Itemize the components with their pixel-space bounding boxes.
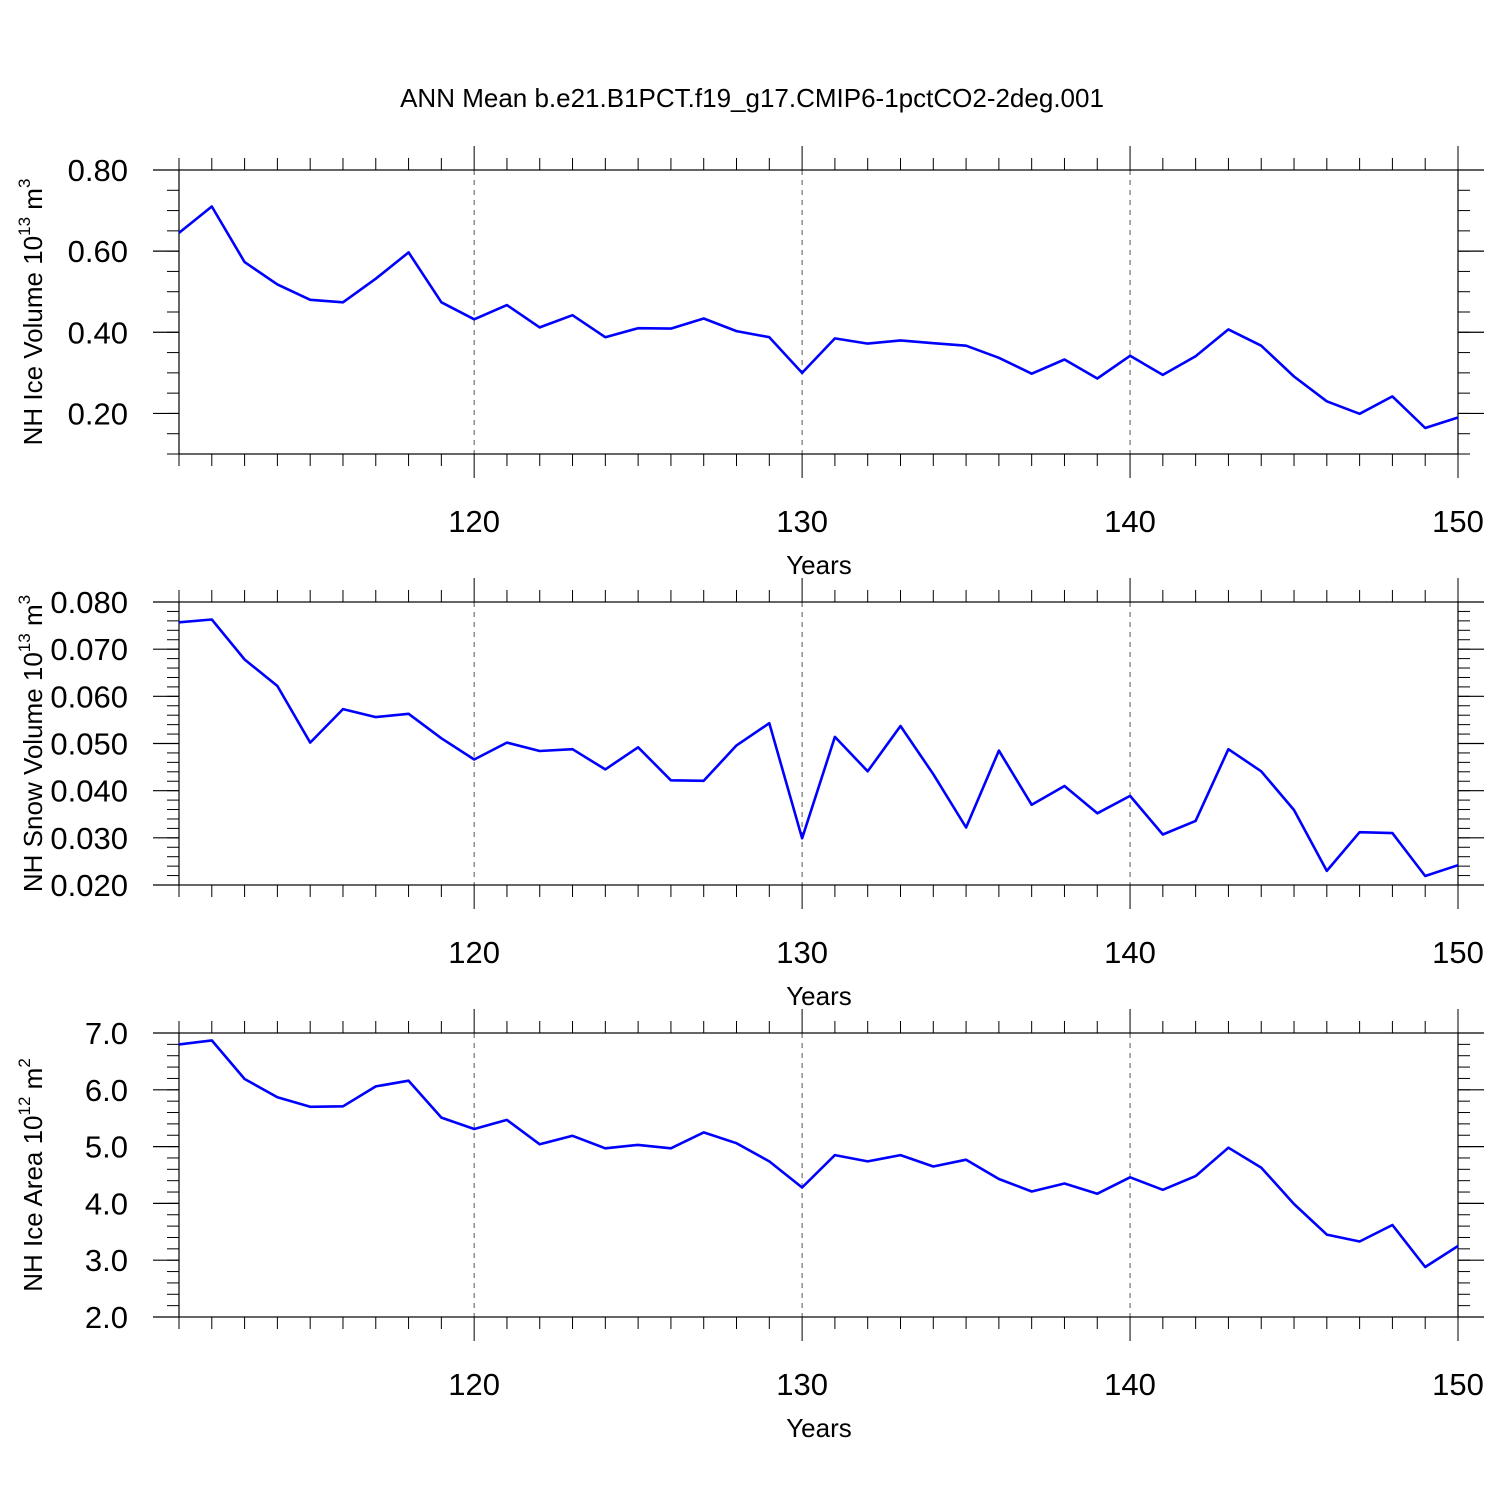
x-tick-label: 150 — [1432, 1367, 1484, 1402]
y-tick-label: 0.40 — [68, 315, 128, 350]
plot-frame — [178, 169, 1459, 455]
y-tick-label: 0.040 — [50, 774, 128, 809]
x-tick-label: 120 — [448, 504, 500, 539]
x-axis-title: Years — [786, 1413, 852, 1443]
x-tick-label: 120 — [448, 1367, 500, 1402]
y-tick-label: 0.070 — [50, 632, 128, 667]
x-tick-label: 130 — [776, 1367, 828, 1402]
y-axis-title: NH Ice Area 1012 m2 — [15, 1058, 48, 1292]
x-tick-label: 130 — [776, 935, 828, 970]
x-axis-title: Years — [786, 550, 852, 580]
chart-panel-3: 2.0 3.0 4.0 5.0 6.0 7.0 120 130 140 150 Years NH Ic… — [15, 1009, 1484, 1443]
y-tick-label: 7.0 — [85, 1016, 128, 1051]
x-tick-label: 140 — [1104, 504, 1156, 539]
y-tick-label: 0.050 — [50, 727, 128, 762]
y-tick-label: 3.0 — [85, 1243, 128, 1278]
y-axis-title: NH Ice Volume 1013 m3 — [15, 179, 48, 446]
y-tick-label: 0.60 — [68, 234, 128, 269]
x-tick-label: 130 — [776, 504, 828, 539]
y-tick-label: 5.0 — [85, 1130, 128, 1165]
y-tick-label: 0.060 — [50, 679, 128, 714]
x-tick-label: 150 — [1432, 504, 1484, 539]
y-axis-title: NH Snow Volume 1013 m3 — [15, 595, 48, 892]
y-tick-label: 6.0 — [85, 1073, 128, 1108]
y-tick-label: 2.0 — [85, 1300, 128, 1335]
y-tick-label: 4.0 — [85, 1186, 128, 1221]
panels: 0.20 0.40 0.60 0.80 120 130 140 150 Years NH Ice … — [15, 146, 1484, 1443]
x-axis-title: Years — [786, 981, 852, 1011]
x-tick-label: 120 — [448, 935, 500, 970]
y-tick-label: 0.030 — [50, 821, 128, 856]
x-tick-label: 140 — [1104, 935, 1156, 970]
y-tick-label: 0.080 — [50, 585, 128, 620]
y-tick-label: 0.80 — [68, 153, 128, 188]
plot-frame — [178, 601, 1459, 886]
series-line — [178, 1039, 1459, 1269]
x-tick-label: 140 — [1104, 1367, 1156, 1402]
series-line — [178, 618, 1459, 878]
y-tick-label: 0.020 — [50, 868, 128, 903]
chart-panel-2: 0.020 0.030 0.040 0.050 0.060 0.070 0.080 120 13… — [15, 578, 1484, 1011]
y-tick-label: 0.20 — [68, 396, 128, 431]
series-line — [178, 205, 1459, 430]
chart-panel-1: 0.20 0.40 0.60 0.80 120 130 140 150 Years NH Ice … — [15, 146, 1484, 580]
plot-frame — [178, 1032, 1459, 1318]
x-tick-label: 150 — [1432, 935, 1484, 970]
figure-title: ANN Mean b.e21.B1PCT.f19_g17.CMIP6-1pctC… — [400, 83, 1104, 113]
